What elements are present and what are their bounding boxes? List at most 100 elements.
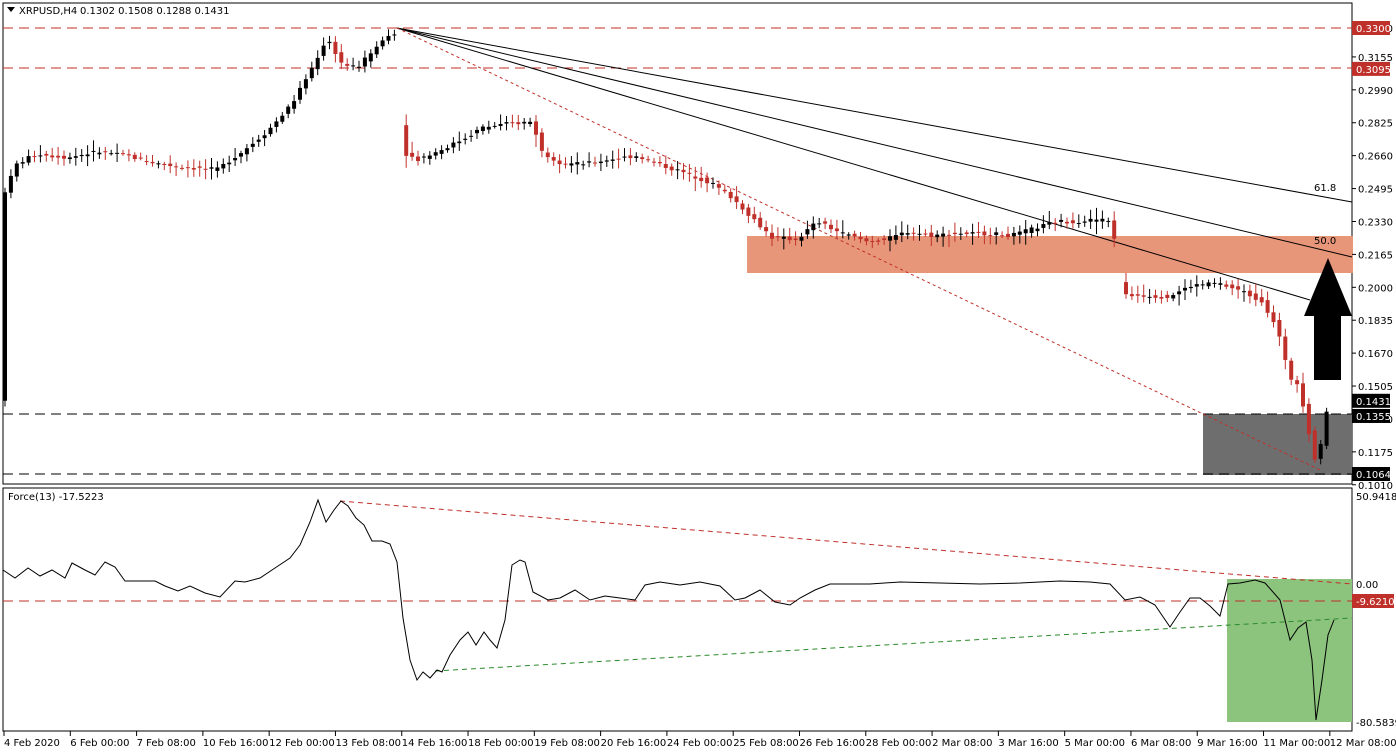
candle-body — [144, 161, 149, 163]
candle-body — [1011, 232, 1016, 237]
candle-body — [1271, 312, 1276, 323]
candle-body — [864, 238, 869, 242]
candle-body — [1006, 233, 1010, 238]
candle-body — [475, 129, 479, 134]
candle-body — [327, 41, 332, 44]
candle-body — [1247, 290, 1252, 297]
candle-body — [840, 232, 845, 234]
candle-body — [952, 232, 957, 235]
fib-fan-line-382 — [396, 27, 1311, 301]
price-tick-label: 0.1505 — [1358, 382, 1393, 393]
candle-body — [781, 236, 786, 239]
candle-body — [522, 121, 527, 124]
candle-body — [109, 153, 114, 155]
candle-body — [469, 135, 474, 137]
candle-body — [899, 232, 904, 236]
price-level-tag — [1352, 61, 1390, 76]
candle-body — [1041, 224, 1046, 228]
candle-body — [628, 155, 633, 159]
candle-body — [1135, 294, 1140, 296]
candle-body — [1094, 219, 1099, 222]
candle-body — [893, 235, 898, 240]
fib-fan-line-500 — [396, 27, 1353, 258]
price-tick-label: 0.2330 — [1358, 217, 1393, 228]
collapse-triangle-icon[interactable] — [7, 7, 15, 12]
candle-body — [85, 154, 90, 157]
candle-body — [286, 106, 291, 114]
candle-body — [1218, 283, 1223, 285]
candle-body — [1070, 220, 1075, 224]
candle-body — [646, 159, 651, 161]
candle-body — [357, 66, 361, 68]
candle-body — [1306, 403, 1311, 435]
candle-body — [1047, 222, 1052, 225]
candle-body — [1059, 219, 1064, 222]
candle-body — [1124, 282, 1128, 295]
price-tick-label: 0.2165 — [1358, 250, 1393, 261]
candle-body — [1289, 360, 1294, 380]
force-zone — [1227, 579, 1352, 722]
candle-body — [274, 121, 279, 127]
candle-body — [1242, 291, 1246, 293]
candle-body — [1230, 284, 1235, 289]
candle-body — [244, 148, 249, 155]
candle-body — [3, 192, 7, 401]
candle-body — [752, 214, 757, 220]
candle-body — [935, 234, 940, 238]
candle-body — [634, 156, 639, 158]
time-tick-label: 9 Mar 16:00 — [1197, 738, 1257, 749]
candle-body — [882, 238, 887, 240]
candle-body — [233, 158, 238, 161]
candle-body — [994, 232, 999, 235]
candle-body — [386, 35, 391, 41]
force-index-line — [2, 498, 1335, 721]
candle-body — [1212, 282, 1217, 284]
candle-body — [457, 141, 462, 144]
candle-body — [740, 203, 745, 210]
price-tick-label: 0.2000 — [1358, 283, 1393, 294]
time-tick-label: 24 Feb 00:00 — [667, 738, 733, 749]
candle-body — [604, 160, 609, 162]
price-level-tag-text: 0.1064 — [1356, 470, 1391, 481]
price-level-tag — [1352, 21, 1390, 35]
candle-body — [416, 156, 420, 161]
candle-body — [888, 236, 892, 241]
candle-body — [168, 163, 173, 167]
candle-body — [1206, 282, 1211, 287]
candle-body — [587, 161, 592, 163]
candle-body — [410, 152, 415, 157]
candle-body — [1141, 295, 1146, 297]
candle-body — [126, 154, 131, 156]
candle-body — [91, 150, 96, 152]
candle-body — [1165, 294, 1170, 298]
candle-body — [1065, 221, 1069, 224]
candle-body — [103, 151, 108, 153]
candle-body — [156, 163, 161, 165]
candle-body — [793, 238, 798, 240]
time-tick-label: 26 Feb 16:00 — [799, 738, 865, 749]
fib-fan-line-618 — [396, 27, 1353, 203]
up-arrow-icon — [1304, 258, 1352, 380]
price-tick-label: 0.2990 — [1358, 86, 1393, 97]
candle-body — [958, 233, 963, 235]
time-tick-label: 25 Feb 08:00 — [733, 738, 799, 749]
candle-body — [1324, 411, 1329, 446]
candle-body — [315, 57, 320, 70]
candle-body — [504, 122, 509, 124]
candle-body — [758, 217, 763, 228]
candle-body — [345, 63, 350, 66]
candle-body — [1159, 296, 1164, 299]
candle-body — [764, 227, 769, 232]
candle-body — [805, 229, 810, 235]
candle-body — [1236, 286, 1241, 290]
candle-body — [970, 232, 975, 234]
price-tick-label: 0.3155 — [1358, 53, 1393, 64]
candle-body — [62, 155, 66, 159]
candle-body — [1112, 220, 1117, 239]
candle-body — [675, 169, 680, 171]
candle-body — [433, 152, 438, 156]
support-zone — [1203, 414, 1352, 475]
candle-body — [1265, 300, 1270, 313]
time-tick-label: 11 Mar 00:00 — [1264, 738, 1331, 749]
candle-body — [787, 236, 792, 241]
